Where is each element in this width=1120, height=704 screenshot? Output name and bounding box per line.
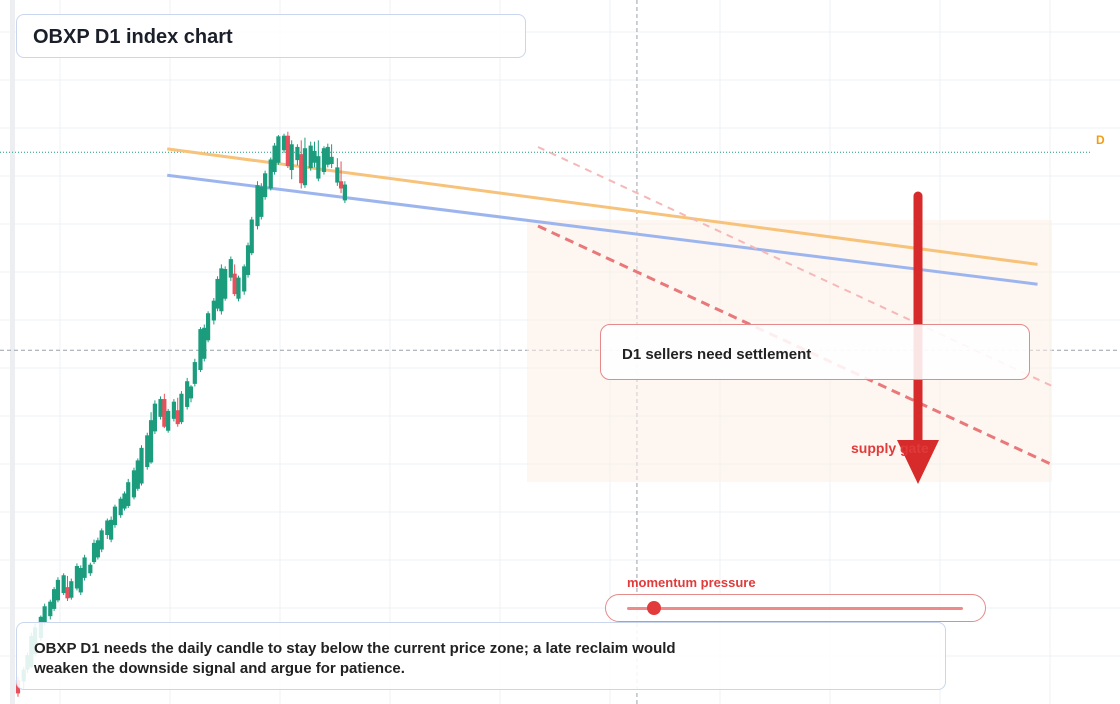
title-panel: OBXP D1 index chart xyxy=(16,14,526,58)
candle-up xyxy=(91,542,97,563)
candle-up xyxy=(126,482,131,506)
candle-up xyxy=(245,245,251,275)
candle-up xyxy=(152,403,157,432)
left-edge xyxy=(10,0,15,704)
trend-lines xyxy=(167,147,1038,286)
candle-up xyxy=(342,184,347,201)
note-text: OBXP D1 needs the daily candle to stay b… xyxy=(34,640,676,677)
candle-up xyxy=(321,148,327,172)
momentum-slider[interactable] xyxy=(605,594,986,622)
candle-up xyxy=(188,386,194,399)
candle-down xyxy=(299,154,304,184)
candle-up xyxy=(335,167,340,183)
candle-up xyxy=(236,277,241,299)
candle-up xyxy=(131,470,137,498)
candle-up xyxy=(325,146,330,165)
candle-up xyxy=(185,381,190,407)
candle-up xyxy=(179,393,184,423)
note-panel: OBXP D1 needs the daily candle to stay b… xyxy=(16,622,946,690)
candle-up xyxy=(118,498,123,516)
candle-up xyxy=(219,268,224,312)
trend-line-blue xyxy=(167,173,1038,286)
price-marker: D xyxy=(1096,133,1105,147)
candle-down xyxy=(65,587,70,599)
candle-up xyxy=(255,185,260,227)
candle-up xyxy=(215,278,220,309)
candle-up xyxy=(158,399,163,417)
candle-up xyxy=(223,269,228,299)
candle-up xyxy=(48,601,53,617)
candle-up xyxy=(272,145,277,172)
candle-up xyxy=(74,566,80,589)
candle-up xyxy=(295,146,300,161)
candle-up xyxy=(242,266,247,292)
momentum-label: momentum pressure xyxy=(627,575,756,590)
momentum-knob[interactable] xyxy=(646,601,661,615)
candle-up xyxy=(308,145,313,169)
candle-up xyxy=(171,401,177,419)
candle-up xyxy=(329,156,334,165)
candle-up xyxy=(289,144,294,171)
candle-up xyxy=(211,300,216,321)
candle-up xyxy=(263,173,268,198)
supply-arrow-head xyxy=(897,440,939,484)
candle-up xyxy=(135,460,140,489)
chart-title: OBXP D1 index chart xyxy=(33,26,233,48)
candle-up xyxy=(69,581,74,598)
candle-up xyxy=(88,564,93,574)
candle-down xyxy=(232,273,237,295)
candle-up xyxy=(202,327,207,359)
signal-panel: D1 sellers need settlement xyxy=(600,324,1030,380)
candle-up xyxy=(312,150,317,163)
candle-up xyxy=(42,606,47,623)
candle-up xyxy=(122,493,127,509)
resistance-line xyxy=(537,224,1056,468)
candle-up xyxy=(95,540,100,558)
candle-up xyxy=(302,148,308,186)
candle-up xyxy=(99,530,104,550)
candle-up xyxy=(112,506,118,526)
candles xyxy=(15,131,347,697)
candle-up xyxy=(228,259,233,278)
candle-up xyxy=(205,313,211,341)
momentum-track xyxy=(627,607,963,610)
candle-up xyxy=(276,136,281,163)
candle-down xyxy=(175,410,180,425)
candle-up xyxy=(281,135,287,151)
candle-up xyxy=(145,435,150,468)
candle-up xyxy=(139,447,144,484)
candle-up xyxy=(61,575,66,594)
candle-up xyxy=(82,557,87,578)
candle-up xyxy=(148,420,154,463)
candle-up xyxy=(192,362,197,384)
signal-label: D1 sellers need settlement xyxy=(622,346,812,363)
candle-down xyxy=(285,135,290,167)
supply-gate-label: supply gate xyxy=(851,440,929,456)
candle-down xyxy=(162,399,167,427)
candle-up xyxy=(198,329,203,370)
candle-up xyxy=(52,589,57,609)
candle-up xyxy=(105,520,110,535)
candle-up xyxy=(259,186,264,217)
trend-line-orange xyxy=(167,147,1038,266)
candle-up xyxy=(55,579,61,601)
candle-up xyxy=(166,410,171,431)
candle-up xyxy=(316,156,321,179)
candle-up xyxy=(249,219,254,254)
candle-up xyxy=(78,568,83,593)
candle-up xyxy=(109,519,114,540)
candle-up xyxy=(268,159,273,189)
candle-down xyxy=(338,181,344,189)
